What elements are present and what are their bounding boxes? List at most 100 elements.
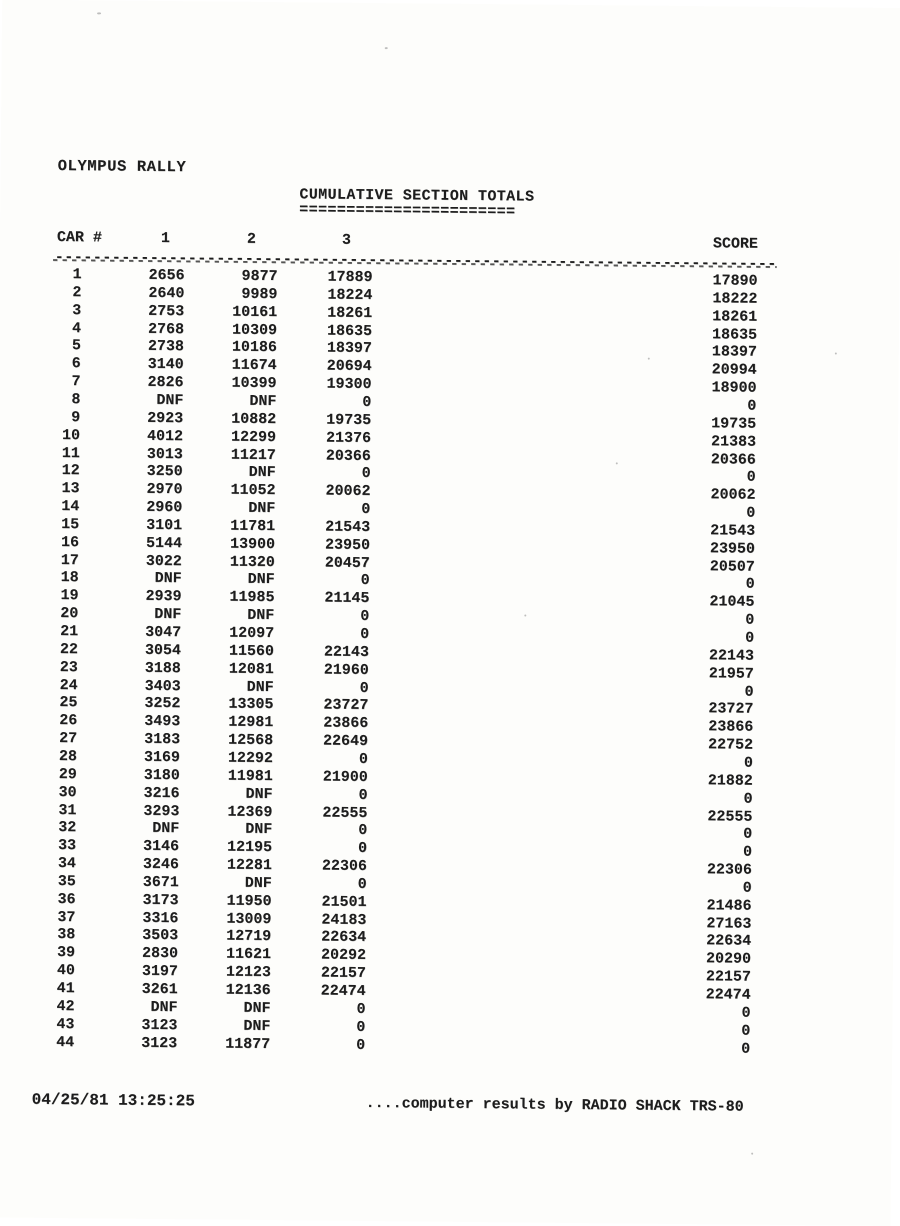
section2-total-cell: DNF <box>249 392 277 411</box>
section3-total-cell: 23950 <box>324 536 371 554</box>
car-number-cell: 14 <box>61 498 80 516</box>
car-number-cell: 38 <box>57 926 76 944</box>
section1-total-cell: 3180 <box>143 766 180 784</box>
section2-total-cell: 10882 <box>231 410 277 428</box>
car-number-cell: 29 <box>58 765 77 783</box>
section1-total-cell: 4012 <box>146 427 184 445</box>
car-number-cell: 35 <box>57 872 76 891</box>
car-number-cell: 37 <box>57 908 76 926</box>
section1-total-cell: 3403 <box>144 677 181 695</box>
section3-total-cell: 0 <box>360 625 370 643</box>
section2-total-cell: DNF <box>247 571 275 589</box>
section1-total-cell: 3173 <box>142 891 179 909</box>
section3-total-cell: 19300 <box>326 375 372 394</box>
section2-total-cell: 12292 <box>227 749 274 768</box>
section2-total-cell: 11781 <box>230 517 276 535</box>
section1-total-cell: 3047 <box>145 623 182 642</box>
section2-total-cell: 12281 <box>226 856 272 875</box>
car-number-cell: 33 <box>57 837 77 855</box>
section2-total-cell: DNF <box>244 874 272 892</box>
car-number-cell: 27 <box>59 730 78 748</box>
section2-total-cell: 11981 <box>227 767 273 785</box>
section3-total-cell: 22649 <box>323 732 369 751</box>
column-header-section1: 1 <box>160 229 171 248</box>
car-number-cell: 17 <box>60 551 79 569</box>
scan-speck <box>524 614 527 617</box>
credit-line: ....computer results by RADIO SHACK TRS-… <box>365 1094 744 1116</box>
car-number-cell: 19 <box>60 587 79 605</box>
section2-total-cell: 11985 <box>229 588 275 607</box>
car-number-cell: 39 <box>56 944 76 962</box>
car-number-cell: 12 <box>61 462 80 480</box>
section2-total-cell: 11950 <box>226 892 272 910</box>
section2-total-cell: 11674 <box>231 356 277 375</box>
score-cell: 0 <box>741 1040 751 1058</box>
car-number-cell: 43 <box>56 1015 75 1033</box>
section1-total-cell: 3503 <box>142 927 179 945</box>
section1-total-cell: DNF <box>156 391 184 410</box>
section3-total-cell: 24183 <box>321 911 367 929</box>
car-number-cell: 22 <box>59 640 79 659</box>
car-number-cell: 16 <box>60 533 80 551</box>
section2-total-cell: DNF <box>245 821 273 839</box>
section1-total-cell: 2830 <box>141 945 179 963</box>
car-number-cell: 40 <box>56 962 75 980</box>
section2-total-cell: DNF <box>243 1017 271 1035</box>
section1-total-cell: 2939 <box>145 588 182 606</box>
section1-total-cell: 3188 <box>144 659 181 677</box>
section3-total-cell: 20457 <box>324 554 370 572</box>
section2-total-cell: 12981 <box>228 713 274 732</box>
scan-speck <box>615 462 618 465</box>
car-number-cell: 5 <box>71 337 81 355</box>
section1-total-cell: 3183 <box>144 730 181 749</box>
column-header-car: CAR # <box>56 228 103 247</box>
section2-total-cell: 9989 <box>241 285 278 303</box>
column-header-section3: 3 <box>341 231 352 249</box>
section2-total-cell: 11217 <box>230 446 276 464</box>
car-number-cell: 36 <box>57 890 76 908</box>
section2-total-cell: 11052 <box>230 481 276 500</box>
table-body: 1 2656 9877 17889 17890 2 2640 9989 18224 18222 … <box>2 0 900 1057</box>
section3-total-cell: 21145 <box>324 589 370 608</box>
section3-total-cell: 20062 <box>325 482 371 501</box>
car-number-cell: 25 <box>59 694 78 712</box>
section2-total-cell: 12299 <box>230 428 277 446</box>
section2-total-cell: 12097 <box>229 624 275 643</box>
car-number-cell: 2 <box>72 283 82 302</box>
section3-total-cell: 20366 <box>325 447 371 465</box>
section1-total-cell: 2753 <box>148 302 185 320</box>
section2-total-cell: 10399 <box>231 374 277 393</box>
car-number-cell: 4 <box>71 319 82 337</box>
section3-total-cell: 0 <box>358 786 368 804</box>
section1-total-cell: 2656 <box>148 266 185 285</box>
section3-total-cell: 22555 <box>322 804 368 822</box>
section1-total-cell: 3493 <box>144 713 181 731</box>
section2-total-cell: 10161 <box>232 303 278 321</box>
column-header-section2: 2 <box>246 230 257 248</box>
section1-total-cell: 2768 <box>147 320 185 338</box>
section3-total-cell: 0 <box>356 1018 366 1036</box>
section3-total-cell: 19735 <box>326 411 372 429</box>
section2-total-cell: 11560 <box>228 642 275 660</box>
section2-total-cell: 12081 <box>228 660 274 678</box>
section2-total-cell: DNF <box>247 606 275 625</box>
section3-total-cell: 22634 <box>321 928 367 947</box>
scan-speck <box>834 352 837 355</box>
section2-total-cell: 11320 <box>229 553 275 571</box>
section3-total-cell: 20694 <box>326 357 372 376</box>
section3-total-cell: 0 <box>361 500 371 519</box>
subtitle-underline: ======================= <box>299 201 516 221</box>
section1-total-cell: 3169 <box>143 748 181 767</box>
section2-total-cell: 12136 <box>225 981 271 1000</box>
section1-total-cell: 3054 <box>144 641 182 660</box>
section3-total-cell: 21543 <box>325 518 371 536</box>
section3-total-cell: 0 <box>360 608 370 626</box>
car-number-cell: 30 <box>58 783 77 801</box>
section2-total-cell: 12123 <box>225 963 271 982</box>
section3-total-cell: 0 <box>358 750 369 768</box>
section1-total-cell: 3250 <box>146 463 183 481</box>
car-number-cell: 8 <box>71 391 81 409</box>
section1-total-cell: DNF <box>152 820 180 838</box>
section2-total-cell: DNF <box>245 785 273 803</box>
section3-total-cell: 21376 <box>325 429 372 447</box>
